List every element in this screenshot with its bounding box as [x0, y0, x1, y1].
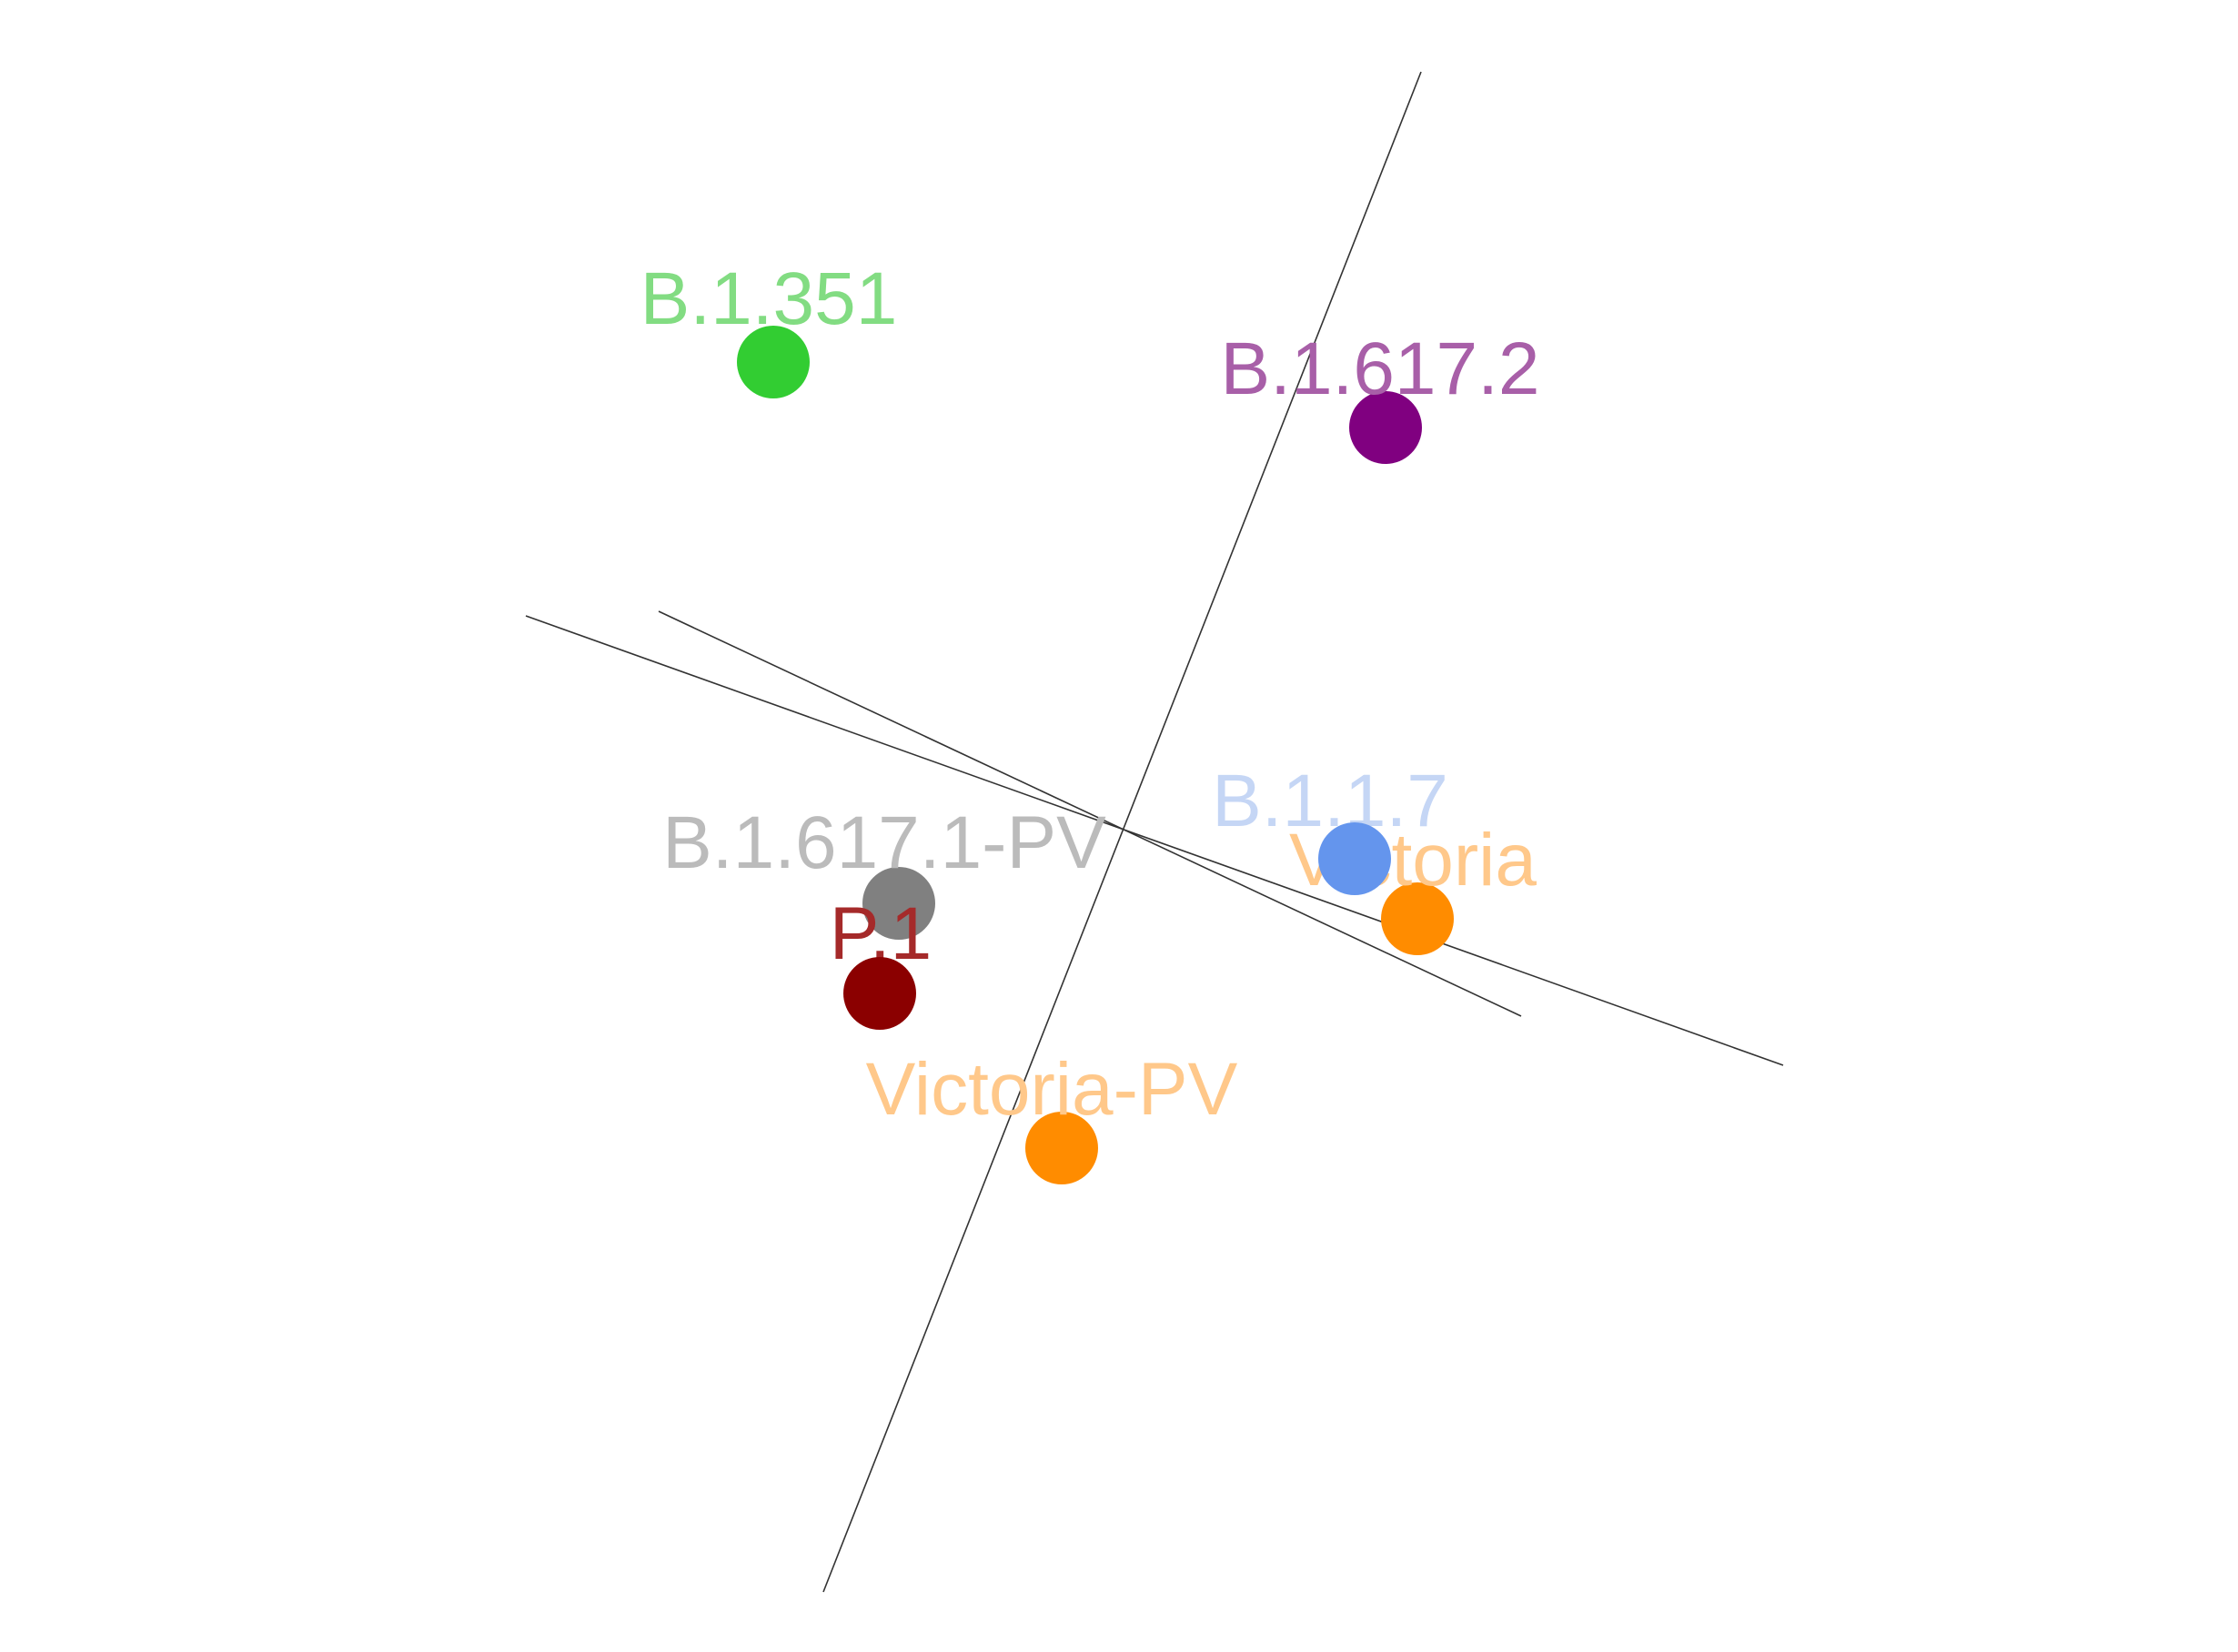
- point-b117: B.1.1.7: [1212, 760, 1448, 895]
- point-victoriapv-label: Victoria-PV: [866, 1048, 1238, 1131]
- point-b16171pv: B.1.617.1-PV: [662, 801, 1106, 940]
- point-victoriapv-marker: [1025, 1112, 1098, 1184]
- point-victoriapv: Victoria-PV: [866, 1048, 1238, 1184]
- axis-line-1: [822, 71, 1422, 1593]
- point-b16171pv-label: B.1.617.1-PV: [662, 801, 1106, 884]
- point-b117-label: B.1.1.7: [1212, 760, 1448, 842]
- point-b16171pv-marker: [862, 867, 935, 940]
- point-p1-marker: [843, 957, 916, 1030]
- point-b1351: B.1.351: [640, 257, 898, 398]
- point-b16172: B.1.617.2: [1220, 327, 1540, 464]
- axis-line-3: [658, 610, 1522, 1017]
- axis-line-2: [525, 615, 1784, 1066]
- point-b1351-marker: [737, 326, 810, 398]
- point-victoria-marker: [1381, 882, 1454, 955]
- point-b16172-marker: [1349, 391, 1422, 464]
- point-b117-marker: [1318, 822, 1391, 895]
- point-p1: P.1: [830, 892, 932, 1030]
- point-b16172-label: B.1.617.2: [1220, 327, 1539, 410]
- point-b1351-label: B.1.351: [640, 257, 898, 340]
